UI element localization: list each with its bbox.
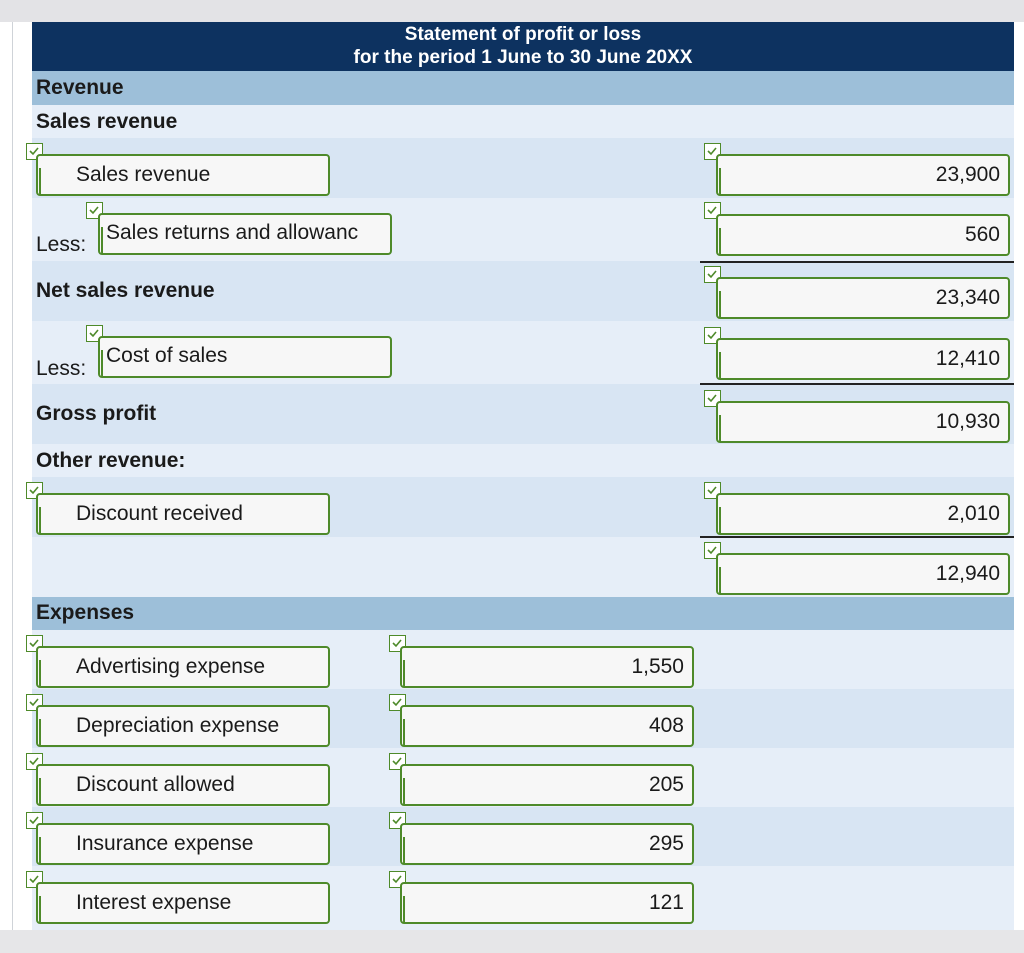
left-gutter-line [12, 22, 13, 930]
other-revenue-label: Other revenue: [36, 449, 186, 472]
sales-returns-amount-field[interactable]: 560 [716, 214, 1010, 256]
statement-title-line1: Statement of profit or loss [404, 24, 642, 45]
expense-account-field[interactable]: Depreciation expense [36, 705, 330, 747]
total-other-amount-field[interactable]: 12,940 [716, 553, 1010, 595]
sales-revenue-heading-row: Sales revenue [32, 105, 1014, 138]
expenses-header-row: Expenses [32, 597, 1014, 630]
top-strip [0, 0, 1024, 22]
net-sales-revenue-label: Net sales revenue [36, 279, 215, 302]
expense-amount-field[interactable]: 121 [400, 882, 694, 924]
subtotal-rule [700, 383, 1014, 385]
statement-title: Statement of profit or loss for the peri… [32, 22, 1014, 71]
check-icon [86, 202, 103, 219]
expense-account-field[interactable]: Insurance expense [36, 823, 330, 865]
revenue-heading: Revenue [36, 76, 124, 99]
expense-amount-field[interactable]: 408 [400, 705, 694, 747]
sales-revenue-account-field[interactable]: Sales revenue [36, 154, 330, 196]
cost-of-sales-amount-field[interactable]: 12,410 [716, 338, 1010, 380]
less-label: Less: [36, 233, 87, 256]
right-strip [1014, 22, 1024, 930]
discount-received-amount-field[interactable]: 2,010 [716, 493, 1010, 535]
statement-title-line2: for the period 1 June to 30 June 20XX [353, 47, 693, 68]
gross-profit-label: Gross profit [36, 402, 157, 425]
expense-account-field[interactable]: Advertising expense [36, 646, 330, 688]
expense-account-field[interactable]: Interest expense [36, 882, 330, 924]
left-gutter [0, 22, 32, 930]
discount-received-account-field[interactable]: Discount received [36, 493, 330, 535]
expense-amount-field[interactable]: 205 [400, 764, 694, 806]
expense-amount-field[interactable]: 295 [400, 823, 694, 865]
cost-of-sales-account-field[interactable]: Cost of sales [98, 336, 392, 378]
sales-revenue-amount-field[interactable]: 23,900 [716, 154, 1010, 196]
net-sales-amount-field[interactable]: 23,340 [716, 277, 1010, 319]
revenue-header-row: Revenue [32, 71, 1014, 105]
check-icon [389, 753, 406, 770]
less-label: Less: [36, 357, 87, 380]
expense-amount-field[interactable]: 1,550 [400, 646, 694, 688]
expense-account-field[interactable]: Discount allowed [36, 764, 330, 806]
other-revenue-row: Other revenue: [32, 444, 1014, 477]
subtotal-rule [700, 261, 1014, 263]
expenses-heading: Expenses [36, 601, 135, 624]
bottom-strip [0, 930, 1024, 953]
sales-returns-account-field[interactable]: Sales returns and allowanc [98, 213, 392, 255]
subtotal-rule [700, 536, 1014, 538]
gross-profit-amount-field[interactable]: 10,930 [716, 401, 1010, 443]
sales-revenue-heading: Sales revenue [36, 110, 178, 133]
